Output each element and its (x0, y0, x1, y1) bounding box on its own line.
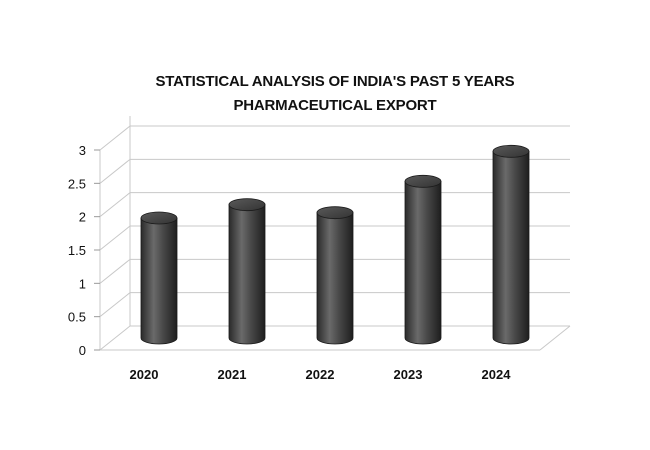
x-category-label: 2024 (482, 367, 512, 382)
x-category-label: 2023 (394, 367, 423, 382)
bar-body (140, 217, 178, 345)
grid-diagonal (99, 225, 131, 251)
y-axis-ticks: 0 0.5 1 1.5 2 2.5 3 (68, 143, 100, 358)
x-category-label: 2021 (218, 367, 247, 382)
bar-body (316, 212, 354, 345)
bar-top (404, 174, 442, 188)
chart-title: STATISTICAL ANALYSIS OF INDIA'S PAST 5 Y… (60, 70, 610, 118)
y-tick-label: 2 (79, 210, 86, 225)
grid-diagonal (99, 158, 131, 184)
y-tick-label: 0.5 (68, 310, 86, 325)
bar-body (492, 150, 530, 345)
bar-2023 (404, 174, 442, 345)
bar-2024 (492, 144, 530, 345)
bar-body (404, 180, 442, 345)
grid-diagonal (99, 292, 131, 318)
y-tick-label: 3 (79, 143, 86, 158)
y-tick-label: 0 (79, 343, 86, 358)
chart-title-line-2: PHARMACEUTICAL EXPORT (233, 97, 437, 114)
floor-right-edge (539, 325, 571, 351)
bar-2020 (140, 211, 178, 345)
x-category-label: 2020 (130, 367, 159, 382)
bar-series (140, 144, 530, 345)
bar-top (316, 206, 354, 220)
grid-diagonal (99, 258, 131, 284)
bar-top (140, 211, 178, 225)
y-tick-label: 2.5 (68, 176, 86, 191)
grid-diagonal (99, 125, 131, 151)
chart-title-line-1: STATISTICAL ANALYSIS OF INDIA'S PAST 5 Y… (155, 73, 515, 90)
grid-diagonal (99, 192, 131, 218)
bar-2021 (228, 198, 266, 345)
x-category-label: 2022 (306, 367, 335, 382)
bar-top (228, 198, 266, 212)
y-tick-label: 1 (79, 276, 86, 291)
bar-body (228, 204, 266, 345)
y-tick-label: 1.5 (68, 243, 86, 258)
bar-top (492, 144, 530, 158)
grid-diagonal (99, 325, 131, 351)
x-axis-categories: 2020 2021 2022 2023 2024 (130, 367, 512, 382)
bar-2022 (316, 206, 354, 345)
